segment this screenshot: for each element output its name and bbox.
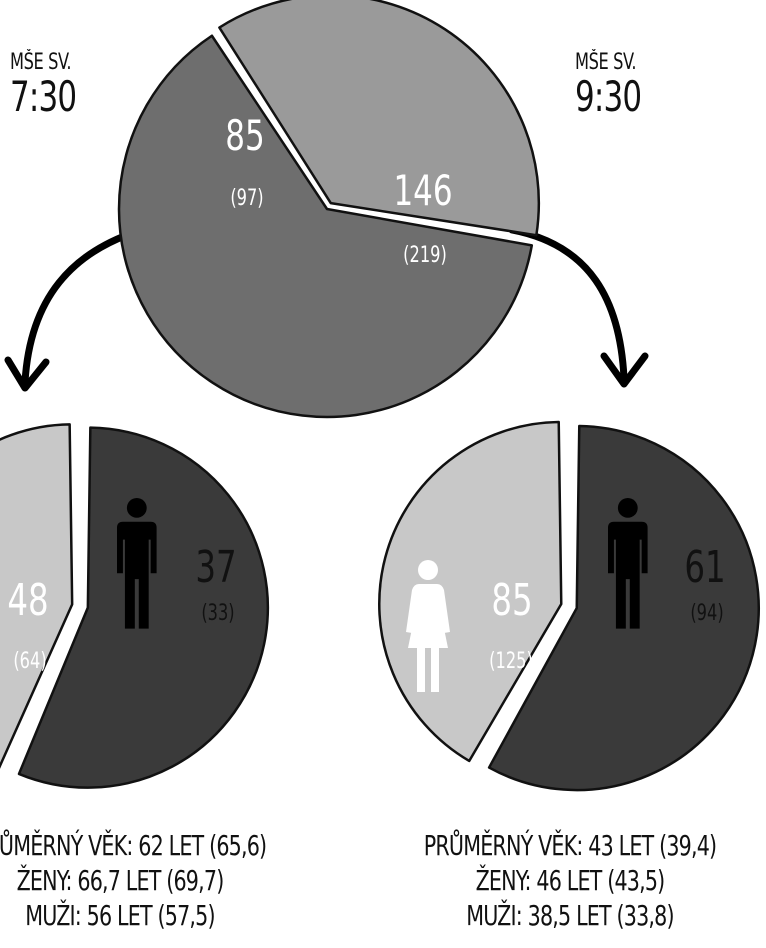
top-pie-slice <box>218 0 541 237</box>
left-caption: PRŮMĚRNÝ VĚK: 62 LET (65,6) ŽENY: 66,7 L… <box>0 828 292 933</box>
right-average-age: PRŮMĚRNÝ VĚK: 43 LET (39,4) <box>423 829 717 862</box>
right-arrow-head <box>600 352 649 388</box>
right-time-label: MŠE SV. 9:30 <box>575 50 642 121</box>
right-arrow <box>508 226 628 382</box>
top-pie <box>117 0 541 419</box>
left-time: 7:30 <box>10 72 77 121</box>
data-label: (33) <box>201 599 234 625</box>
left-average-age: PRŮMĚRNÝ VĚK: 62 LET (65,6) <box>0 829 267 862</box>
data-label: (219) <box>403 241 447 267</box>
left-mass-label: MŠE SV. <box>10 50 72 75</box>
left-arrow-head <box>4 356 50 392</box>
top-pie-slice <box>117 34 534 419</box>
data-label: (64) <box>13 647 46 673</box>
left-time-label: MŠE SV. 7:30 <box>10 50 77 121</box>
data-label: 85 <box>491 576 532 626</box>
right-women-age: ŽENY: 46 LET (43,5) <box>475 864 666 897</box>
right-time: 9:30 <box>575 72 642 121</box>
man-icon <box>117 498 157 629</box>
right-men-age: MUŽI: 38,5 LET (33,8) <box>466 899 674 932</box>
data-label: 85 <box>225 112 264 161</box>
right-mass-label: MŠE SV. <box>575 50 637 75</box>
data-label: (97) <box>230 184 263 210</box>
left-women-age: ŽENY: 66,7 LET (69,7) <box>16 864 225 897</box>
left-men-age: MUŽI: 56 LET (57,5) <box>25 899 215 932</box>
woman-icon <box>406 560 450 692</box>
data-label: 48 <box>7 576 48 626</box>
right-caption: PRŮMĚRNÝ VĚK: 43 LET (39,4) ŽENY: 46 LET… <box>398 828 742 933</box>
data-label: (125) <box>489 647 533 673</box>
data-label: 146 <box>393 167 452 216</box>
data-label: 61 <box>684 543 725 593</box>
bottom-left-pie-slice <box>0 423 74 769</box>
man-icon <box>608 498 648 629</box>
data-label: 37 <box>195 543 236 593</box>
data-label: (94) <box>690 599 723 625</box>
